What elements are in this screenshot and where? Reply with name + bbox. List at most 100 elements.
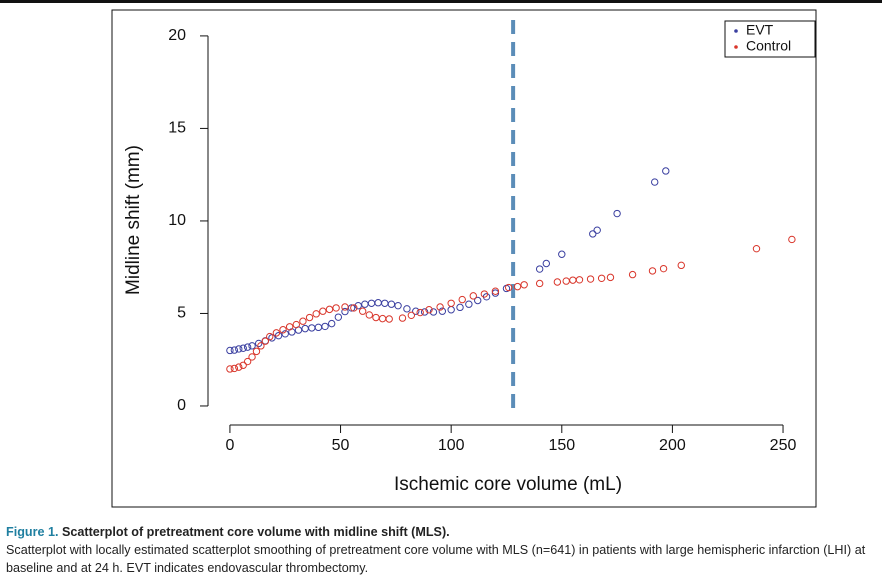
point [299,317,307,325]
point [226,365,234,373]
point [367,299,376,307]
point [361,300,369,308]
x-tick-label: 50 [332,437,350,454]
x-tick-label: 250 [770,437,797,454]
point [292,320,300,329]
point [279,326,287,334]
point [429,308,438,316]
point [416,308,424,317]
point [412,307,420,315]
point [651,178,659,186]
point [239,344,247,352]
y-tick-label: 10 [168,212,186,229]
point [465,300,473,308]
point [593,226,601,234]
point [628,270,637,279]
caption-text: Scatterplot with locally estimated scatt… [6,543,866,575]
point [513,282,522,291]
x-tick-label: 200 [659,437,686,454]
point [308,324,316,332]
point [243,343,252,351]
point [272,329,281,337]
point [535,279,544,288]
legend-marker [734,45,738,49]
point [456,303,464,312]
point [248,353,256,361]
chart: Ischemic core volume (mL) Midline shift … [111,9,817,508]
point [659,264,668,273]
point [558,250,566,258]
y-tick-label: 5 [177,305,186,322]
legend-box [724,20,816,58]
point [447,306,455,314]
point [387,300,396,308]
point [597,274,606,282]
point [314,323,323,332]
point [553,278,562,286]
legend-label: Control [746,38,791,54]
point [447,299,455,307]
legend-label: EVT [746,22,774,38]
point [243,357,252,366]
point [562,277,570,285]
point [586,275,595,283]
top-bar [0,0,882,3]
point [788,235,796,244]
point [385,315,393,323]
point [436,303,444,311]
point [752,244,761,253]
point [354,301,362,310]
point [285,323,294,331]
y-tick-label: 0 [177,397,186,414]
point [305,313,314,322]
point [469,292,477,300]
point [325,305,334,314]
point [334,313,343,321]
point [648,267,657,275]
point [266,332,274,341]
point [365,311,374,319]
point [281,330,289,338]
point [257,342,265,350]
point [438,307,447,315]
point [327,319,336,328]
point [372,313,380,322]
point [319,307,327,315]
point [458,295,466,304]
legend-marker [734,29,738,33]
point [575,276,584,284]
point [394,301,402,310]
point [254,339,263,348]
point [381,299,389,307]
point [420,308,429,316]
caption-title: Scatterplot of pretreatment core volume … [61,525,450,539]
point [252,347,261,356]
y-axis-label: Midline shift (mm) [123,145,144,295]
x-tick-label: 150 [548,437,575,454]
point [378,314,387,323]
x-tick-label: 100 [438,437,465,454]
point [235,345,243,353]
x-axis-label: Ischemic core volume (mL) [394,474,622,495]
point [248,342,256,350]
point [358,307,367,315]
point [677,261,685,270]
point [230,364,239,373]
point [606,273,615,282]
point [569,276,577,284]
point [350,304,358,312]
y-tick-label: 15 [168,120,186,137]
point [301,324,309,333]
point [235,363,243,371]
point [321,322,329,331]
point [398,314,407,322]
point [491,287,500,295]
point [613,209,621,218]
point [520,281,528,289]
plot-frame [111,9,817,508]
point [261,337,270,345]
point [226,346,234,355]
point [407,311,416,320]
y-tick-label: 20 [168,27,186,44]
point [504,283,513,292]
